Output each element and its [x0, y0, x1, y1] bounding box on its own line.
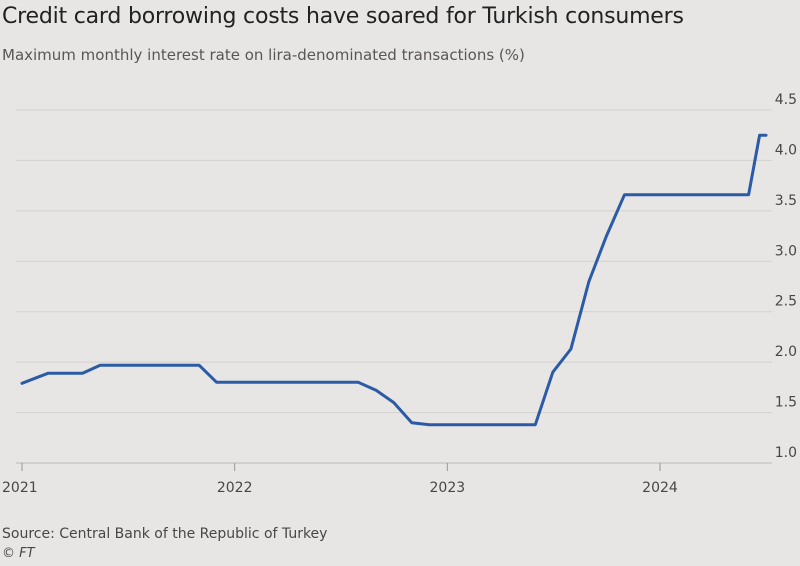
y-axis-labels: 1.0 1.5 2.0 2.5 3.0 3.5 4.0 4.5 — [775, 92, 797, 461]
chart-title: Credit card borrowing costs have soared … — [2, 4, 684, 29]
y-tick-label: 3.0 — [775, 243, 797, 259]
x-tick-label: 2022 — [217, 480, 253, 496]
chart-subtitle: Maximum monthly interest rate on lira-de… — [2, 46, 525, 64]
y-tick-label: 2.5 — [775, 294, 797, 310]
x-axis-labels: 2021 2022 2023 2024 — [2, 480, 678, 496]
ft-credit: © FT — [2, 546, 35, 561]
y-tick-label: 1.5 — [775, 395, 797, 411]
y-tick-label: 1.0 — [775, 445, 797, 461]
y-tick-label: 4.0 — [775, 142, 797, 158]
source-note: Source: Central Bank of the Republic of … — [2, 526, 328, 542]
x-tick-label: 2021 — [2, 480, 38, 496]
y-tick-label: 4.5 — [775, 92, 797, 108]
x-tick-label: 2024 — [642, 480, 678, 496]
x-axis-ticks — [21, 463, 661, 471]
gridlines — [16, 109, 772, 464]
x-tick-label: 2023 — [430, 480, 466, 496]
y-tick-label: 2.0 — [775, 344, 797, 360]
line-chart: 1.01.52.02.53.03.54.04.5 2021 2022 2023 202… — [2, 92, 797, 496]
y-tick-label: 3.5 — [775, 193, 797, 209]
series-line — [20, 133, 768, 427]
